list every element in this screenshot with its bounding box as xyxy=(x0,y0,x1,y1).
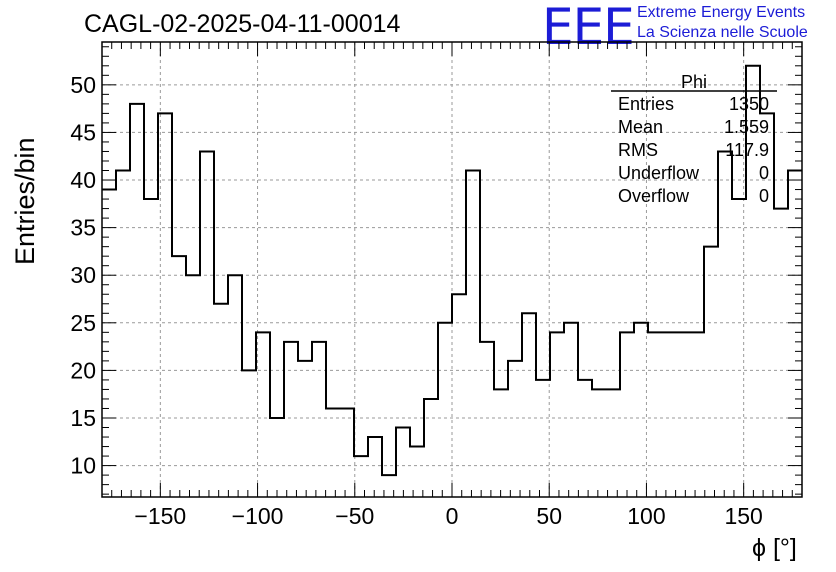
x-tick-label: 50 xyxy=(536,503,562,529)
x-tick-label: 150 xyxy=(724,503,762,529)
stats-label: RMS xyxy=(618,140,658,160)
histogram-bin xyxy=(116,171,130,497)
stats-label: Overflow xyxy=(618,186,690,206)
histogram-bin xyxy=(648,332,662,497)
histogram-bin xyxy=(424,399,438,497)
histogram-bin xyxy=(256,332,270,497)
histogram-bin xyxy=(354,456,368,497)
histogram-bin xyxy=(298,361,312,497)
y-tick-label: 50 xyxy=(70,72,96,98)
histogram-bin xyxy=(592,389,606,497)
histogram-bin xyxy=(788,171,802,497)
histogram-bin xyxy=(690,332,704,497)
histogram-bin xyxy=(718,151,732,497)
x-tick-label: −50 xyxy=(335,503,374,529)
histogram-bin xyxy=(564,323,578,497)
histogram-bin xyxy=(382,475,396,497)
x-tick-label: −100 xyxy=(232,503,284,529)
histogram-bin xyxy=(312,342,326,497)
histogram-step-line xyxy=(102,64,802,477)
histogram-bin xyxy=(326,408,340,497)
histogram-bin xyxy=(578,380,592,497)
stats-box-title: Phi xyxy=(681,72,707,92)
stats-value: 0 xyxy=(759,186,769,206)
stats-value: 1350 xyxy=(729,94,769,114)
histogram-bin xyxy=(228,275,242,497)
histogram-bin xyxy=(144,199,158,497)
histogram-bin xyxy=(452,294,466,497)
y-tick-label: 25 xyxy=(70,310,96,336)
histogram-bin xyxy=(158,113,172,497)
histogram-bin xyxy=(396,428,410,497)
histogram-bin xyxy=(536,380,550,497)
histogram-bin xyxy=(172,256,186,497)
histogram-bin xyxy=(620,332,634,497)
y-tick-label: 35 xyxy=(70,215,96,241)
histogram-bin xyxy=(410,447,424,497)
y-tick-label: 15 xyxy=(70,405,96,431)
histogram-bin xyxy=(480,342,494,497)
x-axis-label: ϕ [°] xyxy=(752,534,797,562)
histogram-bin xyxy=(508,361,522,497)
histogram-bin xyxy=(606,389,620,497)
histogram-bin xyxy=(466,171,480,497)
x-tick-label: 100 xyxy=(627,503,665,529)
y-tick-label: 45 xyxy=(70,119,96,145)
histogram-bin xyxy=(214,304,228,497)
stats-value: 117.9 xyxy=(725,140,769,160)
histogram-bin xyxy=(438,323,452,497)
stats-value: 0 xyxy=(759,163,769,183)
logo-subtitle-line1: Extreme Energy Events xyxy=(637,4,806,21)
histogram-bin xyxy=(732,199,746,497)
y-tick-label: 10 xyxy=(70,453,96,479)
histogram-bin xyxy=(368,437,382,497)
histogram-bin xyxy=(186,275,200,497)
histogram-bin xyxy=(550,332,564,497)
stats-label: Entries xyxy=(618,94,674,114)
histogram-bin xyxy=(340,408,354,497)
histogram-bin xyxy=(704,247,718,497)
histogram-bin xyxy=(284,342,298,497)
histogram-bin xyxy=(270,418,284,497)
histogram-bin xyxy=(200,151,214,497)
histogram-bin xyxy=(634,323,648,497)
histogram-bin xyxy=(662,332,676,497)
histogram-bin xyxy=(242,370,256,497)
x-tick-label: 0 xyxy=(446,503,459,529)
y-tick-label: 30 xyxy=(70,262,96,288)
x-tick-label: −150 xyxy=(134,503,186,529)
logo-subtitle-line2: La Scienza nelle Scuole xyxy=(637,24,808,41)
y-tick-label: 20 xyxy=(70,357,96,383)
histogram-bin xyxy=(102,190,116,497)
y-tick-label: 40 xyxy=(70,167,96,193)
histogram-bin xyxy=(676,332,690,497)
stats-value: 1.559 xyxy=(724,117,769,137)
stats-label: Mean xyxy=(618,117,663,137)
run-title: CAGL-02-2025-04-11-00014 xyxy=(84,10,401,38)
stats-label: Underflow xyxy=(618,163,700,183)
histogram-bin xyxy=(130,104,144,497)
histogram-bin xyxy=(494,389,508,497)
histogram-bin xyxy=(774,209,788,497)
histogram-bin xyxy=(522,313,536,497)
